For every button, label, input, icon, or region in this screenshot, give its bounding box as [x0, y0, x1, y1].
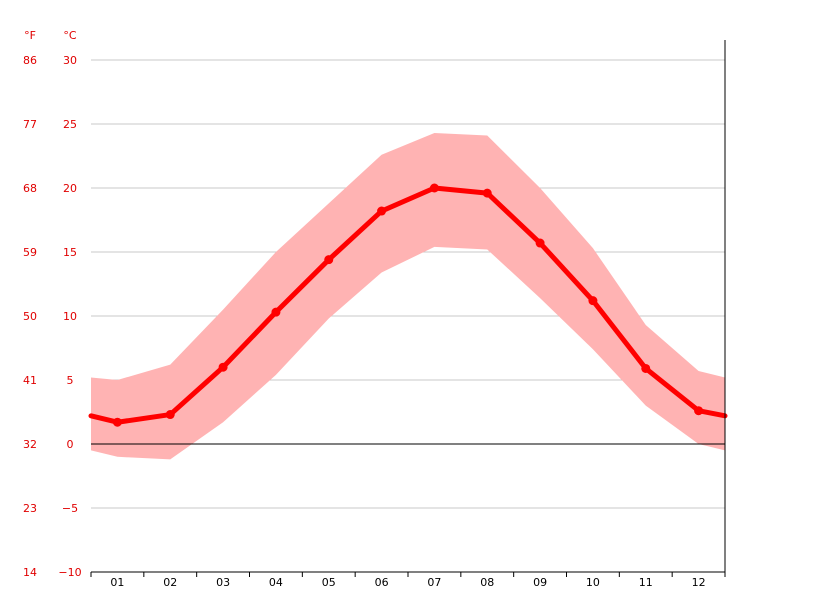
data-point-07 — [429, 183, 439, 193]
data-point-12 — [694, 406, 704, 416]
y-axis-ticks: 86 30 77 25 68 20 59 15 50 10 41 5 32 0 23 −5 14 −10 — [23, 54, 82, 579]
celsius-tick-label: 15 — [63, 246, 77, 259]
fahrenheit-unit-label: °F — [24, 29, 36, 42]
celsius-tick-label: 25 — [63, 118, 77, 131]
fahrenheit-tick-label: 14 — [23, 566, 37, 579]
x-tick-label-03: 03 — [216, 576, 230, 589]
x-tick-label-09: 09 — [533, 576, 547, 589]
x-tick-label-12: 12 — [692, 576, 706, 589]
data-point-10 — [588, 296, 598, 306]
fahrenheit-tick-label: 41 — [23, 374, 37, 387]
fahrenheit-tick-label: 32 — [23, 438, 37, 451]
celsius-tick-label: 0 — [67, 438, 74, 451]
x-tick-label-02: 02 — [163, 576, 177, 589]
x-tick-label-10: 10 — [586, 576, 600, 589]
x-tick-label-01: 01 — [110, 576, 124, 589]
fahrenheit-tick-label: 68 — [23, 182, 37, 195]
celsius-tick-label: −5 — [62, 502, 78, 515]
celsius-unit-label: °C — [63, 29, 77, 42]
data-point-09 — [535, 238, 545, 248]
temperature-range-band — [91, 132, 725, 460]
data-point-08 — [482, 188, 492, 198]
x-tick-label-05: 05 — [322, 576, 336, 589]
celsius-tick-label: 10 — [63, 310, 77, 323]
x-tick-label-06: 06 — [375, 576, 389, 589]
celsius-tick-label: 20 — [63, 182, 77, 195]
range-band-area — [91, 132, 725, 460]
data-point-06 — [377, 206, 387, 216]
x-tick-label-07: 07 — [427, 576, 441, 589]
data-point-11 — [641, 363, 651, 373]
x-tick-label-11: 11 — [639, 576, 653, 589]
x-tick-label-04: 04 — [269, 576, 283, 589]
data-point-01 — [112, 417, 122, 427]
fahrenheit-tick-label: 59 — [23, 246, 37, 259]
data-point-05 — [324, 255, 334, 265]
average-temperature-line — [88, 185, 728, 425]
celsius-tick-label: 30 — [63, 54, 77, 67]
x-tick-label-08: 08 — [480, 576, 494, 589]
data-point-04 — [271, 307, 281, 317]
celsius-tick-label: −10 — [58, 566, 81, 579]
celsius-tick-label: 5 — [67, 374, 74, 387]
x-axis: 01 02 03 04 05 06 07 08 09 10 11 12 — [90, 40, 726, 589]
data-point-03 — [218, 362, 228, 372]
average-temperature-series — [88, 183, 728, 427]
data-point-02 — [165, 410, 175, 420]
fahrenheit-tick-label: 23 — [23, 502, 37, 515]
fahrenheit-tick-label: 86 — [23, 54, 37, 67]
fahrenheit-tick-label: 77 — [23, 118, 37, 131]
fahrenheit-tick-label: 50 — [23, 310, 37, 323]
